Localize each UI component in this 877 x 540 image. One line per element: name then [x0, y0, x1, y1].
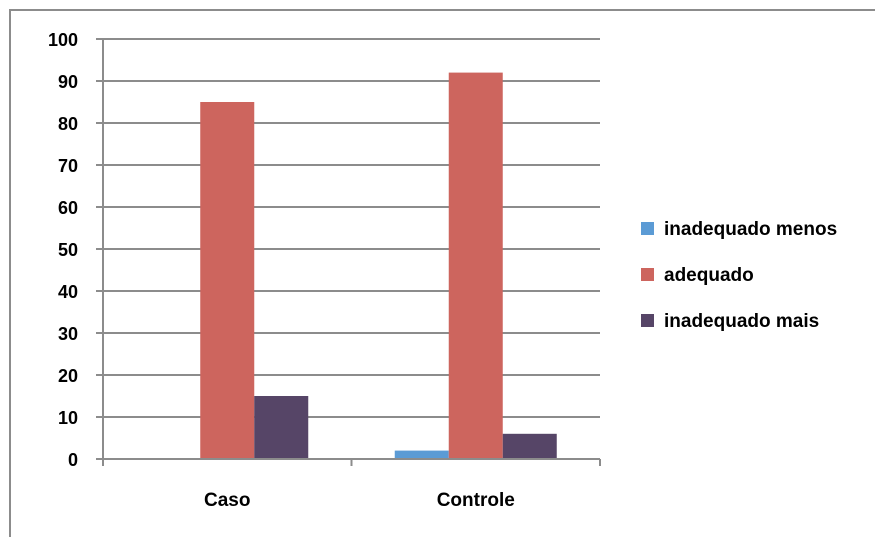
- chart-frame: [9, 9, 875, 537]
- legend-swatch: [641, 314, 654, 327]
- legend-swatch: [641, 222, 654, 235]
- gridlines: [103, 38, 600, 418]
- axes: [96, 38, 601, 466]
- bars: [200, 72, 557, 459]
- y-tick-label: 50: [58, 240, 78, 260]
- y-tick-label: 40: [58, 282, 78, 302]
- bar-adequado-caso: [200, 102, 255, 459]
- legend-label: inadequado mais: [664, 311, 819, 332]
- y-tick-label: 90: [58, 72, 78, 92]
- y-tick-label: 70: [58, 156, 78, 176]
- y-tick-label: 20: [58, 366, 78, 386]
- y-tick-label: 80: [58, 114, 78, 134]
- y-tick-label: 0: [68, 450, 78, 470]
- bar-inadequado-mais-caso: [254, 396, 309, 459]
- legend-label: inadequado menos: [664, 219, 837, 240]
- x-category-label: Controle: [437, 490, 515, 511]
- x-axis-category-labels: Caso Controle: [204, 490, 515, 511]
- legend-swatch: [641, 268, 654, 281]
- legend: inadequado menos adequado inadequado mais: [641, 219, 837, 332]
- y-axis-tick-labels: 0 10 20 30 40 50 60 70 80 90 100: [48, 30, 78, 470]
- legend-label: adequado: [664, 265, 754, 286]
- y-tick-label: 60: [58, 198, 78, 218]
- y-tick-label: 10: [58, 408, 78, 428]
- bar-inadequado-menos-controle: [394, 450, 449, 459]
- y-tick-label: 100: [48, 30, 78, 50]
- x-category-label: Caso: [204, 490, 250, 511]
- y-tick-label: 30: [58, 324, 78, 344]
- bar-inadequado-mais-controle: [502, 433, 557, 459]
- bar-adequado-controle: [448, 72, 503, 459]
